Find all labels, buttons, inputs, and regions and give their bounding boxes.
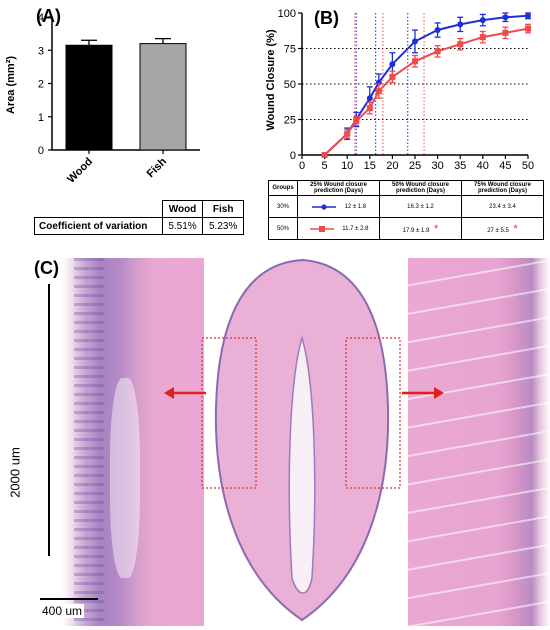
cv-header-fish: Fish — [202, 200, 244, 218]
x-tick-label: 50 — [522, 160, 534, 170]
x-tick-label: 35 — [454, 160, 466, 170]
data-point — [479, 17, 486, 24]
pred-header-groups: Groups — [268, 180, 298, 196]
center-cross-section — [201, 258, 401, 622]
data-point — [434, 27, 441, 34]
pred-row50-25: 11.7 ± 2.8 — [297, 217, 380, 240]
x-tick-label: 45 — [499, 160, 511, 170]
data-point — [321, 152, 328, 158]
x-tick-label: 25 — [409, 160, 421, 170]
data-point — [457, 41, 464, 48]
x-tick-label: Wood — [65, 156, 95, 186]
significance-asterisk: * — [434, 222, 439, 235]
pred-value: 12 ± 1.8 — [344, 204, 367, 211]
data-point — [412, 58, 418, 65]
vertical-scale-label: 2000 um — [7, 447, 23, 498]
pred-row30-50: 16.3 ± 1.2 — [379, 195, 462, 218]
cv-row-label: Coefficient of variation — [34, 217, 163, 235]
pred-group-50: 50% — [268, 217, 298, 240]
line-chart-area: Wound Closure (%) 0 25 50 75 100 0 5 10 15 20 25 30… — [265, 8, 534, 170]
bar-chart-area: Area (mm²) 0 1 2 3 4 Wood Fish — [5, 12, 200, 186]
y-tick-label: 1 — [38, 112, 44, 124]
data-point — [502, 29, 509, 36]
y-tick-label: 4 — [38, 12, 44, 24]
pred-row30-25: 12 ± 1.8 — [297, 195, 380, 218]
x-tick-label: 30 — [431, 160, 443, 170]
panel-a-label: (A) — [36, 6, 61, 26]
series-line — [323, 14, 529, 156]
zoom-box-right — [345, 337, 401, 489]
right-magnified-section — [408, 258, 550, 626]
data-point — [479, 34, 486, 41]
y-tick-label: 0 — [290, 150, 296, 162]
pred-value: 11.7 ± 2.8 — [342, 226, 369, 233]
y-tick-label: 75 — [284, 44, 296, 56]
horizontal-scale-bar — [40, 598, 98, 600]
data-point — [344, 130, 351, 137]
data-point — [525, 12, 531, 19]
y-tick-label: 100 — [278, 8, 296, 20]
pred-group-30: 30% — [268, 195, 298, 218]
y-tick-label: 25 — [284, 115, 296, 127]
data-point — [353, 117, 360, 124]
pred-value: 27 ± 5.5 — [487, 227, 509, 234]
y-tick-label: 3 — [38, 45, 44, 57]
zoom-box-left — [201, 337, 257, 489]
x-tick-label: 0 — [299, 160, 305, 170]
bar — [139, 43, 187, 151]
panel-b-label: (B) — [314, 8, 339, 28]
cv-header-wood: Wood — [161, 200, 204, 218]
y-tick-label: 2 — [38, 79, 44, 91]
bar — [65, 44, 113, 151]
y-tick-label: 0 — [38, 145, 44, 157]
x-tick-label: 10 — [341, 160, 353, 170]
y-axis-label: Area (mm²) — [5, 56, 17, 114]
pred-value: 17.9 ± 1.9 — [402, 227, 430, 234]
right-red-arrow-icon — [402, 387, 444, 399]
data-point — [434, 48, 441, 55]
cv-header-empty — [34, 200, 163, 218]
cv-fish-value: 5.23% — [202, 217, 244, 235]
red-series-marker-icon — [309, 225, 334, 232]
blue-series-marker-icon — [311, 203, 336, 210]
horizontal-scale-label: 400 um — [40, 604, 85, 618]
left-magnified-section — [62, 258, 204, 626]
cv-wood-value: 5.51% — [161, 217, 204, 235]
x-tick-label: Fish — [145, 155, 170, 180]
significance-asterisk: * — [513, 222, 518, 235]
data-point — [389, 73, 396, 80]
pred-row50-50: 17.9 ± 1.9 * — [379, 217, 462, 240]
x-tick-label: 20 — [386, 160, 398, 170]
x-tick-label: 15 — [364, 160, 376, 170]
data-point — [457, 21, 464, 28]
prediction-table: Groups 25% Wound closure prediction (Day… — [268, 180, 544, 240]
data-point — [366, 95, 373, 102]
data-point — [502, 14, 509, 21]
variation-table: Wood Fish Coefficient of variation 5.51%… — [34, 200, 244, 235]
pred-header-75: 75% Wound closure prediction (Days) — [461, 180, 544, 196]
data-point — [389, 61, 396, 68]
data-point — [366, 105, 373, 112]
pred-row50-75: 27 ± 5.5 * — [461, 217, 544, 240]
pred-row30-75: 23.4 ± 3.4 — [461, 195, 544, 218]
data-point — [375, 88, 382, 95]
left-red-arrow-icon — [164, 387, 206, 399]
x-tick-label: 40 — [477, 160, 489, 170]
data-point — [412, 38, 418, 45]
x-tick-label: 5 — [322, 160, 328, 170]
pred-header-50: 50% Wound closure prediction (Days) — [379, 180, 462, 196]
pred-header-25: 25% Wound closure prediction (Days) — [297, 180, 380, 196]
y-axis-label: Wound Closure (%) — [265, 29, 277, 131]
y-tick-label: 50 — [284, 79, 296, 91]
panel-c-label: (C) — [30, 258, 63, 279]
vertical-scale-bar — [48, 284, 50, 556]
data-point — [525, 25, 531, 32]
